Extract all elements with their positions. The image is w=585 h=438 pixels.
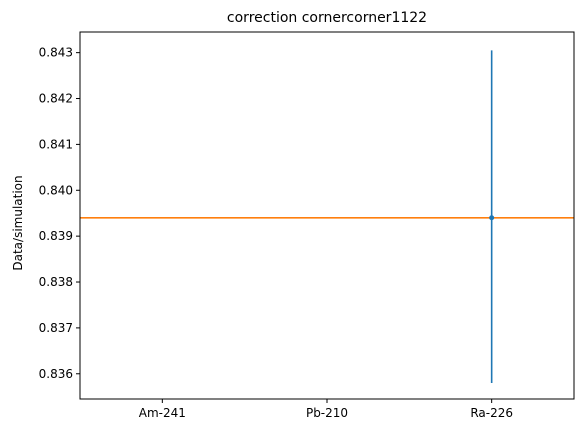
y-tick-label: 0.837 (39, 321, 73, 335)
axes-frame (79, 31, 575, 400)
plot-area: 0.836 0.837 0.838 0.839 0.840 0.841 0.842 0.843… (39, 46, 574, 420)
y-tick-label: 0.842 (39, 92, 73, 106)
y-axis-label: Data/simulation (11, 175, 25, 270)
x-tick-label: Am-241 (139, 406, 186, 420)
x-tick-label: Ra-226 (470, 406, 513, 420)
x-tick-label: Pb-210 (306, 406, 348, 420)
y-tick-label: 0.841 (39, 137, 73, 151)
y-tick-label: 0.836 (39, 367, 73, 381)
y-tick-label: 0.838 (39, 275, 73, 289)
y-tick-label: 0.843 (39, 46, 73, 60)
chart-title: correction cornercorner1122 (227, 10, 427, 26)
y-tick-label: 0.839 (39, 229, 73, 243)
data-point (489, 215, 495, 221)
y-tick-label: 0.840 (39, 183, 73, 197)
